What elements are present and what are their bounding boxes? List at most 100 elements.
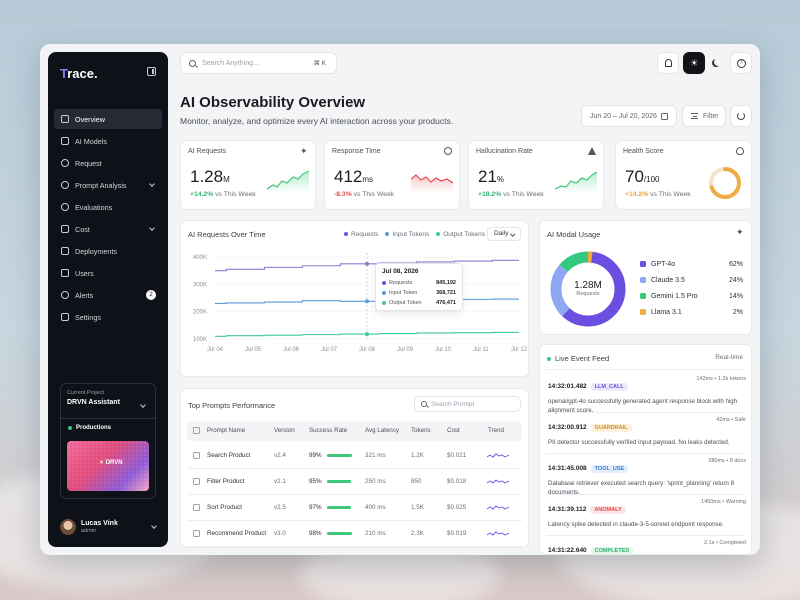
success-rate-fill bbox=[327, 454, 352, 457]
data-point bbox=[365, 299, 369, 304]
donut-slice[interactable] bbox=[550, 251, 626, 327]
table-row[interactable]: Recommend Product v3.0 98% 210 ms 2.3K $0.019 bbox=[187, 521, 522, 547]
select-all-checkbox[interactable] bbox=[193, 427, 200, 434]
sidebar-item-prompt-analysis[interactable]: Prompt Analysis bbox=[54, 175, 162, 195]
usage-row-gpt-4o[interactable]: GPT-4o 62% bbox=[640, 258, 743, 270]
model-icon bbox=[61, 137, 69, 145]
filter-button[interactable]: Filter bbox=[682, 105, 726, 127]
row-checkbox[interactable] bbox=[193, 452, 200, 459]
avg-latency: 400 ms bbox=[365, 504, 386, 511]
sidebar-item-ai-models[interactable]: AI Models bbox=[54, 131, 162, 151]
sidebar-item-request[interactable]: Request bbox=[54, 153, 162, 173]
stat-change: -8.3% vs This Week bbox=[334, 191, 395, 198]
sidebar-item-overview[interactable]: Overview bbox=[54, 109, 162, 129]
divider bbox=[546, 412, 745, 413]
usage-donut-chart[interactable] bbox=[546, 247, 630, 331]
table-row[interactable]: Filter Product v2.1 95% 250 ms 850 $0.018 bbox=[187, 469, 522, 495]
x-tick-label: Jul 12 bbox=[511, 347, 528, 353]
row-checkbox[interactable] bbox=[193, 504, 200, 511]
project-card[interactable]: Current Project DRVN Assistant Productio… bbox=[60, 383, 156, 499]
search-prompt-input[interactable]: Search Prompt bbox=[414, 396, 521, 412]
search-input[interactable]: Search Anything... ⌘ K bbox=[180, 52, 337, 74]
feed-event[interactable]: 14:31:45.008 TOOL_USE 280ms • 8 docs Databa… bbox=[548, 457, 746, 497]
stat-card-ai-requests[interactable]: AI Requests ✦ 1.28M +14.2% vs This Week bbox=[180, 140, 316, 210]
column-header[interactable]: Tokens bbox=[411, 427, 431, 434]
column-header[interactable]: Trend bbox=[488, 427, 504, 434]
sidebar-item-cost[interactable]: Cost bbox=[54, 219, 162, 239]
page-subtitle: Monitor, analyze, and optimize every AI … bbox=[180, 116, 454, 126]
user-profile[interactable]: Lucas Vink admin bbox=[60, 517, 160, 537]
app-window: Trace. Overview AI Models Request Prompt… bbox=[40, 44, 760, 555]
column-header[interactable]: Prompt Name bbox=[207, 427, 246, 434]
stat-card-response-time[interactable]: Response Time 412ms -8.3% vs This Week bbox=[324, 140, 460, 210]
chart-title: AI Requests Over Time bbox=[188, 230, 266, 239]
feed-event[interactable]: 14:32:01.482 LLM_CALL 142ms • 1.2k tokens o… bbox=[548, 375, 746, 415]
success-rate-bar bbox=[327, 506, 352, 509]
table-row[interactable]: Sort Product v2.5 97% 400 ms 1.5K $0.025 bbox=[187, 495, 522, 521]
event-time: 14:32:00.912 bbox=[548, 424, 587, 431]
trend-sparkline bbox=[487, 479, 509, 484]
stat-card-hallucination-rate[interactable]: Hallucination Rate 21% +18.2% vs This We… bbox=[468, 140, 604, 210]
notifications-button[interactable] bbox=[657, 52, 679, 74]
column-header[interactable]: Cost bbox=[447, 427, 460, 434]
stat-title: Hallucination Rate bbox=[476, 148, 533, 155]
sidebar-item-users[interactable]: Users bbox=[54, 263, 162, 283]
usage-row-gemini[interactable]: Gemini 1.5 Pro 14% bbox=[640, 290, 743, 302]
success-rate-bar bbox=[327, 532, 352, 535]
column-header[interactable]: Success Rate bbox=[309, 427, 348, 434]
sun-icon: ☀ bbox=[689, 57, 699, 68]
prompt-name: Sort Product bbox=[207, 504, 242, 511]
stat-card-health-score[interactable]: Health Score 70/100 +14.2% vs This Week bbox=[615, 140, 752, 210]
stat-change: +18.2% vs This Week bbox=[478, 191, 544, 198]
table-row[interactable]: Search Product v2.4 99% 321 ms 1.2K $0.021 bbox=[187, 443, 522, 469]
project-logo: ✕ DRVN bbox=[99, 460, 123, 466]
feed-event[interactable]: 14:31:39.112 ANOMALY 1450ms • Warning Laten… bbox=[548, 498, 746, 529]
calendar-icon bbox=[661, 112, 668, 120]
event-meta: 142ms • 1.2k tokens bbox=[696, 376, 746, 382]
date-range-picker[interactable]: Jun 20 – Jul 20, 2026 bbox=[581, 105, 677, 127]
model-usage-card: AI Modal Usage ✦ 1.28M Requests GPT-4o 62… bbox=[539, 220, 752, 335]
period-select[interactable]: Daily bbox=[487, 227, 521, 241]
page-title: AI Observability Overview bbox=[180, 94, 366, 111]
usage-row-claude[interactable]: Claude 3.5 24% bbox=[640, 274, 743, 286]
tokens: 2.3K bbox=[411, 530, 424, 537]
feed-event[interactable]: 14:31:22.640 COMPLETED 2.1s • Completed bbox=[548, 539, 746, 555]
column-header[interactable]: Version bbox=[274, 427, 295, 434]
refresh-button[interactable] bbox=[730, 105, 752, 127]
event-message: PII detector successfully verified input… bbox=[548, 439, 730, 446]
sidebar-nav: Overview AI Models Request Prompt Analys… bbox=[54, 109, 162, 329]
legend-item[interactable]: Output Tokens bbox=[436, 231, 485, 238]
donut-slice[interactable] bbox=[550, 251, 626, 327]
sidebar-item-alerts[interactable]: Alerts 2 bbox=[54, 285, 162, 305]
event-meta: 280ms • 8 docs bbox=[708, 458, 746, 464]
row-checkbox[interactable] bbox=[193, 478, 200, 485]
legend-item[interactable]: Input Tokens bbox=[385, 231, 429, 238]
event-time: 14:31:39.112 bbox=[548, 506, 587, 513]
help-button[interactable]: ? bbox=[730, 52, 752, 74]
tokens: 1.5K bbox=[411, 504, 424, 511]
event-message: Database retriever executed search query… bbox=[548, 480, 735, 496]
sidebar-collapse-icon[interactable] bbox=[147, 67, 156, 76]
legend-item[interactable]: Requests bbox=[344, 231, 378, 238]
feed-event[interactable]: 14:32:00.912 GUARDRAIL 42ms • Safe PII dete… bbox=[548, 416, 746, 447]
success-rate: 97% bbox=[309, 504, 322, 511]
dark-mode-button[interactable] bbox=[705, 52, 727, 74]
sparkline bbox=[555, 171, 597, 193]
sidebar-item-evaluations[interactable]: Evaluations bbox=[54, 197, 162, 217]
event-meta: 42ms • Safe bbox=[716, 417, 746, 423]
event-tag: LLM_CALL bbox=[590, 383, 628, 391]
event-tag: GUARDRAIL bbox=[590, 424, 632, 432]
x-tick-label: Jul 08 bbox=[359, 347, 376, 353]
column-header[interactable]: Avg Latency bbox=[365, 427, 399, 434]
trend-sparkline bbox=[487, 453, 509, 458]
event-meta: 1450ms • Warning bbox=[701, 499, 746, 505]
sidebar-item-settings[interactable]: Settings bbox=[54, 307, 162, 327]
row-checkbox[interactable] bbox=[193, 530, 200, 537]
sidebar-item-deployments[interactable]: Deployments bbox=[54, 241, 162, 261]
x-tick-label: Jul 06 bbox=[283, 347, 300, 353]
light-mode-button[interactable]: ☀ bbox=[683, 52, 705, 74]
usage-row-llama[interactable]: Llama 3.1 2% bbox=[640, 306, 743, 318]
brand-logo[interactable]: Trace. bbox=[60, 66, 98, 81]
project-status: Productions bbox=[68, 425, 111, 431]
